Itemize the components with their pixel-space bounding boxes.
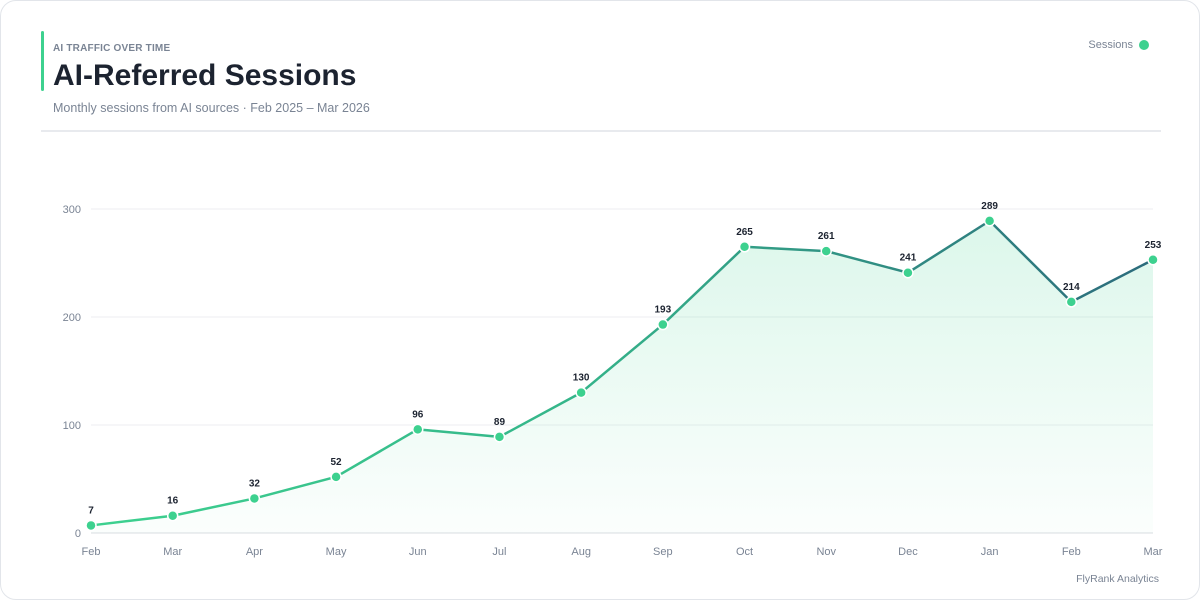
data-point — [1065, 296, 1078, 308]
chart-legend: Sessions — [1088, 39, 1149, 51]
data-label: 32 — [249, 478, 261, 489]
x-tick-label: Jan — [981, 546, 999, 558]
data-point — [657, 318, 669, 331]
data-point — [575, 386, 587, 399]
y-tick-label: 200 — [63, 312, 81, 324]
data-label: 265 — [736, 227, 753, 238]
data-point — [738, 241, 751, 253]
x-tick-label: Mar — [1144, 546, 1163, 558]
data-label: 130 — [573, 373, 590, 384]
data-label: 52 — [331, 457, 343, 468]
chart-eyebrow: AI TRAFFIC OVER TIME — [53, 43, 171, 54]
data-point — [820, 245, 832, 257]
footer-brand: FlyRank Analytics — [1076, 573, 1159, 585]
data-label: 96 — [412, 409, 424, 420]
data-label: 193 — [655, 305, 672, 316]
data-point — [902, 266, 914, 279]
chart-subtitle: Monthly sessions from AI sources · Feb 2… — [53, 101, 370, 115]
legend-label: Sessions — [1088, 39, 1133, 51]
y-tick-label: 100 — [63, 420, 81, 432]
data-label: 89 — [494, 417, 506, 428]
x-tick-label: Jul — [492, 546, 506, 558]
data-label: 253 — [1145, 240, 1162, 251]
x-tick-label: Sep — [653, 546, 673, 558]
x-tick-label: Dec — [898, 546, 918, 558]
data-label: 7 — [88, 505, 94, 516]
data-label: 289 — [981, 201, 998, 212]
data-label: 261 — [818, 231, 835, 242]
series-line — [89, 219, 1155, 527]
y-tick-label: 300 — [63, 204, 81, 216]
header-divider — [41, 130, 1161, 132]
data-point — [166, 509, 179, 522]
data-point — [412, 423, 424, 436]
data-point — [85, 519, 97, 532]
data-point — [1147, 254, 1159, 266]
data-label: 214 — [1063, 282, 1080, 293]
x-tick-label: Apr — [246, 546, 263, 558]
x-tick-label: Oct — [736, 546, 753, 558]
data-point — [493, 431, 506, 443]
data-point — [248, 492, 261, 505]
chart-title: AI-Referred Sessions — [53, 59, 357, 92]
data-point — [330, 471, 342, 483]
x-tick-label: May — [326, 546, 347, 558]
x-tick-label: Nov — [816, 546, 836, 558]
x-tick-label: Jun — [409, 546, 427, 558]
data-point — [983, 215, 996, 227]
x-tick-label: Aug — [571, 546, 591, 558]
accent-bar — [41, 31, 44, 91]
y-tick-label: 0 — [75, 528, 81, 540]
data-label: 16 — [167, 496, 179, 507]
x-tick-label: Feb — [1062, 546, 1081, 558]
data-label: 241 — [900, 253, 917, 264]
legend-marker — [1139, 40, 1149, 50]
x-tick-label: Feb — [82, 546, 101, 558]
x-tick-label: Mar — [163, 546, 182, 558]
series-area — [91, 220, 1153, 533]
